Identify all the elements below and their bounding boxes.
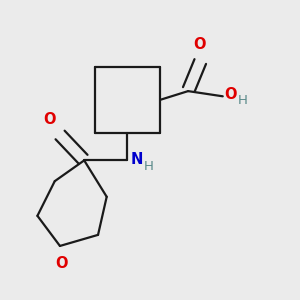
Text: H: H [237, 94, 247, 107]
Text: H: H [144, 160, 154, 173]
Text: N: N [131, 152, 143, 167]
Text: O: O [224, 87, 237, 102]
Text: O: O [43, 112, 56, 128]
Text: O: O [193, 37, 206, 52]
Text: O: O [56, 256, 68, 271]
